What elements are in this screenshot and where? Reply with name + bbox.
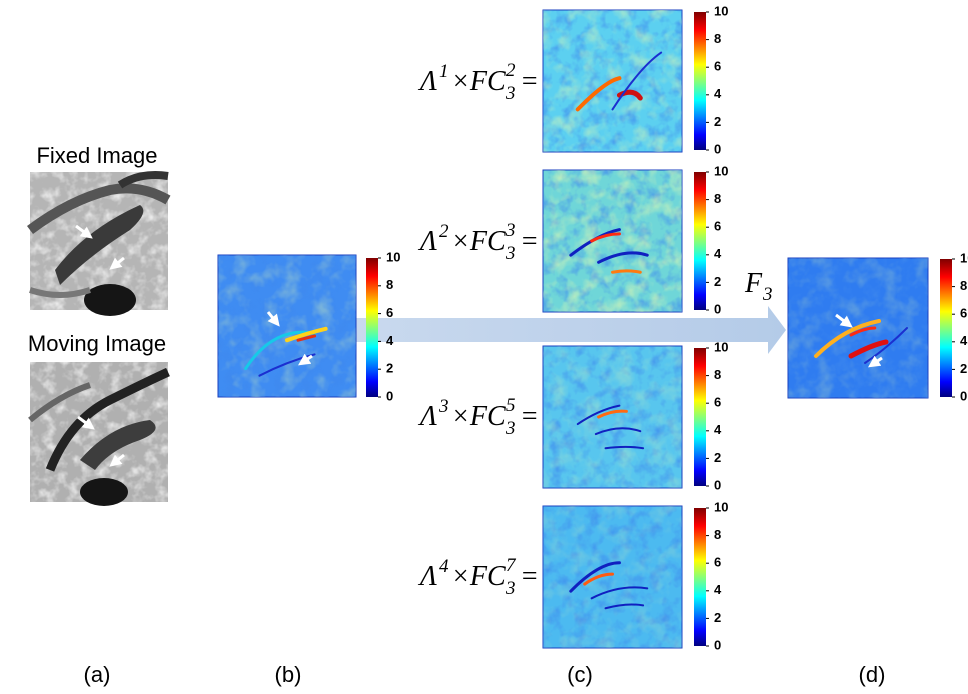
equation-equals: = — [520, 66, 539, 97]
colorbar-tick-label: 8 — [714, 191, 721, 206]
colorbar-tick-label: 2 — [714, 450, 721, 465]
colorbar-tick-label: 2 — [386, 361, 393, 376]
equation-equals: = — [520, 561, 539, 592]
colorbar-tick-label: 8 — [386, 277, 393, 292]
equation-subscript: 3 — [505, 578, 516, 599]
equation-subscript: 3 — [505, 83, 516, 104]
page: Figure {"panels": { "a": {"label": "(a)"… — [0, 0, 968, 694]
colorbar-tick-label: 10 — [386, 249, 400, 264]
colorbar-tick-label: 10 — [714, 3, 728, 18]
equation-superscript: 3 — [505, 220, 516, 241]
heatmap-image — [543, 506, 682, 648]
colorbar-tick-label: 2 — [960, 361, 967, 376]
colorbar-tick-label: 4 — [714, 582, 722, 597]
colorbar — [366, 258, 378, 397]
colorbar-tick-label: 10 — [714, 499, 728, 514]
colorbar-tick-label: 8 — [960, 278, 967, 293]
colorbar — [694, 508, 706, 646]
colorbar-tick-label: 4 — [714, 246, 722, 261]
colorbar — [940, 259, 952, 397]
equation-fc: ×FC — [451, 401, 506, 432]
fixed-title: Fixed Image — [36, 143, 157, 168]
colorbar-tick-label: 2 — [714, 610, 721, 625]
colorbar-tick-label: 8 — [714, 31, 721, 46]
equation-superscript: 1 — [439, 61, 449, 82]
heatmap-image — [543, 170, 682, 312]
colorbar-tick-label: 2 — [714, 114, 721, 129]
equation-lambda: Λ — [417, 66, 437, 97]
colorbar-tick-label: 6 — [714, 395, 721, 410]
body: 0 2 4 6 8 10 0 2 4 6 8 10 0 2 4 6 8 10 0 2 4 6 8 10 0 2 4 6 8 10 0 2 4 6 8… — [0, 0, 968, 694]
heatmap-image — [543, 10, 682, 152]
colorbar-tick-label: 2 — [714, 274, 721, 289]
colorbar-tick-label: 10 — [714, 163, 728, 178]
equation-superscript: 4 — [439, 556, 449, 577]
heatmap-texture — [543, 346, 682, 488]
moving-image — [30, 362, 168, 506]
colorbar — [694, 12, 706, 150]
colorbar-tick-label: 6 — [714, 555, 721, 570]
colorbar-tick-label: 8 — [714, 367, 721, 382]
colorbar-tick-label: 6 — [386, 305, 393, 320]
equation-lambda: Λ — [417, 226, 437, 257]
colorbar-tick-label: 0 — [386, 388, 393, 403]
equation-subscript: 3 — [505, 418, 516, 439]
f-symbol: F — [744, 268, 763, 299]
colorbar-tick-label: 0 — [714, 301, 721, 316]
figure: 0 2 4 6 8 10 0 2 4 6 8 10 0 2 4 6 8 10 0 2 4 6 8 10 0 2 4 6 8 10 0 2 4 6 8… — [0, 0, 968, 694]
equation-lambda: Λ — [417, 561, 437, 592]
colorbar-tick-label: 4 — [714, 86, 722, 101]
colorbar-tick-label: 0 — [714, 141, 721, 156]
colorbar-tick-label: 6 — [714, 219, 721, 234]
panel-label: (c) — [567, 662, 593, 687]
heatmap-image — [543, 346, 682, 488]
equation-equals: = — [520, 401, 539, 432]
colorbar-tick-label: 0 — [714, 477, 721, 492]
colorbar — [694, 348, 706, 486]
heatmap-streak — [613, 271, 641, 272]
moving-title: Moving Image — [28, 331, 166, 356]
equation-superscript: 2 — [439, 221, 449, 242]
colorbar-tick-label: 0 — [960, 388, 967, 403]
equation-subscript: 3 — [505, 243, 516, 264]
f-subscript: 3 — [762, 284, 773, 305]
colorbar-tick-label: 4 — [960, 333, 968, 348]
colorbar-tick-label: 8 — [714, 527, 721, 542]
panel-label: (a) — [84, 662, 111, 687]
colorbar — [694, 172, 706, 310]
panel-label: (b) — [275, 662, 302, 687]
colorbar-tick-label: 0 — [714, 637, 721, 652]
colorbar-tick-label: 6 — [960, 306, 967, 321]
equation-lambda: Λ — [417, 401, 437, 432]
colorbar-tick-label: 4 — [386, 333, 394, 348]
colorbar-tick-label: 10 — [960, 250, 968, 265]
colorbar-tick-label: 6 — [714, 59, 721, 74]
heatmap-image — [788, 258, 928, 398]
heatmap-texture — [218, 255, 356, 397]
equation-superscript: 5 — [506, 395, 516, 416]
equation-superscript: 3 — [438, 396, 449, 417]
heatmap-texture — [543, 506, 682, 648]
fixed-image — [30, 172, 168, 316]
equation-fc: ×FC — [451, 561, 506, 592]
equation-equals: = — [520, 226, 539, 257]
heatmap-image — [218, 255, 356, 397]
equation-fc: ×FC — [451, 226, 506, 257]
colorbar-tick-label: 4 — [714, 422, 722, 437]
equation-fc: ×FC — [451, 66, 506, 97]
heatmap-texture — [543, 170, 682, 312]
colorbar-tick-label: 10 — [714, 339, 728, 354]
equation-superscript: 7 — [506, 555, 517, 576]
equation-superscript: 2 — [506, 60, 516, 81]
panel-label: (d) — [859, 662, 886, 687]
